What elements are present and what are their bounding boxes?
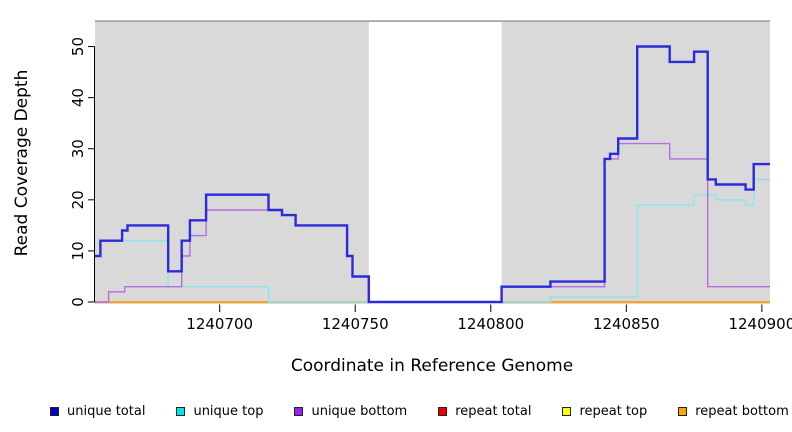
legend-label: repeat total [455, 403, 532, 419]
plot-legend: unique total unique top unique bottom repea… [0, 395, 792, 427]
legend-label: unique top [193, 403, 264, 419]
x-tick-label: 1240700 [186, 315, 253, 333]
y-axis-title: Read Coverage Depth [12, 70, 32, 257]
y-tick-label: 0 [69, 297, 87, 307]
y-tick-label: 40 [69, 88, 87, 107]
legend-swatch-repeat-bottom [678, 406, 688, 416]
y-tick-label: 30 [69, 139, 87, 158]
legend-label: repeat top [579, 403, 648, 419]
series-lines [95, 45, 770, 304]
legend-item-unique-total: unique total [50, 404, 145, 419]
plot-panel [95, 20, 770, 304]
legend-item-repeat-total: repeat total [438, 404, 531, 419]
legend-item-unique-bottom: unique bottom [294, 404, 407, 419]
coverage-gap-region [368, 22, 502, 304]
legend-item-repeat-top: repeat top [562, 404, 647, 419]
legend-label: unique total [67, 403, 146, 419]
legend-item-repeat-bottom: repeat bottom [678, 404, 789, 419]
y-tick-label: 10 [69, 241, 87, 260]
x-tick-label: 1240750 [322, 315, 389, 333]
series-unique-total [95, 45, 770, 304]
legend-swatch-unique-total [50, 406, 59, 416]
legend-label: unique bottom [311, 403, 408, 419]
x-tick-label: 1240900 [728, 315, 792, 333]
legend-label: repeat bottom [695, 403, 789, 419]
legend-swatch-unique-top [176, 406, 186, 416]
x-tick-label: 1240800 [457, 315, 524, 333]
x-tick-label: 1240850 [593, 315, 660, 333]
y-tick-label: 50 [69, 37, 87, 56]
y-tick-label: 20 [69, 190, 87, 209]
legend-swatch-repeat-top [562, 406, 572, 416]
x-axis-title: Coordinate in Reference Genome [291, 356, 573, 376]
axes: 0 10 20 30 40 50 1240700 1240750 1240800 1240850 1… [69, 37, 792, 333]
coverage-plot: 0 10 20 30 40 50 1240700 1240750 1240800 1240850 1… [12, 20, 792, 376]
legend-item-unique-top: unique top [176, 404, 263, 419]
legend-swatch-repeat-total [438, 406, 448, 416]
legend-swatch-unique-bottom [294, 406, 304, 416]
